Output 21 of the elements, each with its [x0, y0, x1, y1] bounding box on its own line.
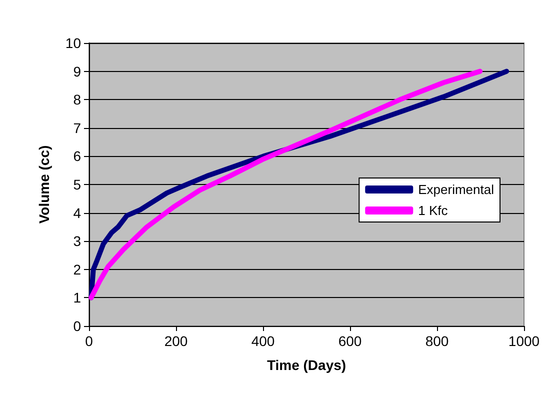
legend-label: Experimental — [418, 182, 494, 197]
y-tick-label: 6 — [73, 148, 82, 164]
x-tick-label: 400 — [251, 333, 275, 349]
x-tick-label: 800 — [425, 333, 449, 349]
x-tick-label: 200 — [164, 333, 188, 349]
x-tick-label: 1000 — [508, 333, 540, 349]
legend-label: 1 Kfc — [418, 203, 448, 218]
y-tick-label: 1 — [73, 290, 82, 306]
y-tick-label: 5 — [73, 176, 82, 192]
y-tick-label: 7 — [73, 120, 82, 136]
y-tick-label: 3 — [73, 233, 82, 250]
y-tick-label: 2 — [73, 261, 82, 278]
x-tick-label: 600 — [338, 333, 362, 349]
y-axis-title: Volume (cc) — [36, 145, 52, 224]
x-tick-label: 0 — [85, 333, 94, 349]
y-tick-label: 0 — [73, 318, 82, 334]
y-tick-label: 8 — [73, 92, 82, 108]
y-tick-label: 4 — [73, 204, 82, 221]
y-tick-label: 9 — [73, 63, 82, 80]
x-axis-title: Time (Days) — [266, 357, 346, 373]
y-tick-label: 10 — [65, 35, 82, 51]
